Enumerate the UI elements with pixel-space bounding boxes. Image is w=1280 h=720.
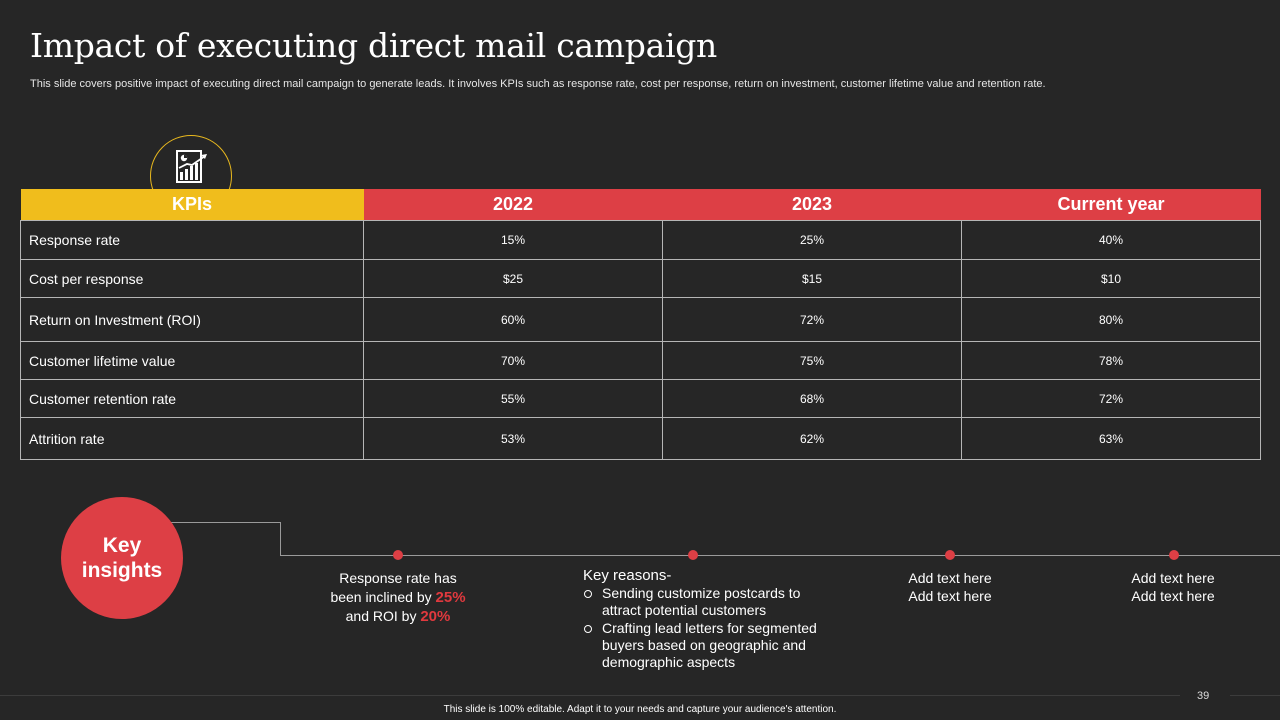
value-current: 80% <box>961 297 1261 342</box>
footer-note: This slide is 100% editable. Adapt it to… <box>443 704 837 715</box>
insights-connector-top <box>150 522 280 523</box>
insight-key-reasons: Key reasons- Sending customize postcards… <box>583 567 843 671</box>
table-row: Attrition rate 53% 62% 63% <box>20 417 1261 460</box>
value-2023: 62% <box>662 417 962 460</box>
header-kpis: KPIs <box>20 189 364 221</box>
timeline-dot <box>945 550 955 560</box>
footer-divider <box>0 695 1180 696</box>
kpi-name: Customer retention rate <box>20 379 364 418</box>
footer-divider <box>1230 695 1280 696</box>
header-2022: 2022 <box>363 189 663 221</box>
insight-line: Add text here <box>1131 588 1215 604</box>
key-insights-label-2: insights <box>81 559 163 582</box>
page-number: 39 <box>1197 690 1210 702</box>
insight-response-rate: Response rate has been inclined by 25% a… <box>308 569 488 626</box>
kpi-name: Attrition rate <box>20 417 364 460</box>
insights-timeline <box>280 555 1280 556</box>
value-current: 78% <box>961 341 1261 380</box>
kpi-table: KPIs 2022 2023 Current year Response rat… <box>20 189 1261 460</box>
reasons-heading: Key reasons- <box>583 567 672 584</box>
kpi-name: Response rate <box>20 220 364 260</box>
kpi-name: Cost per response <box>20 259 364 298</box>
highlight-value: 20% <box>420 608 451 625</box>
value-2023: $15 <box>662 259 962 298</box>
table-row: Response rate 15% 25% 40% <box>20 220 1261 260</box>
list-item: Crafting lead letters for segmented buye… <box>583 620 843 671</box>
table-row: Cost per response $25 $15 $10 <box>20 259 1261 298</box>
kpi-name: Return on Investment (ROI) <box>20 297 364 342</box>
insight-text: been inclined by <box>330 589 432 605</box>
kpi-name: Customer lifetime value <box>20 341 364 380</box>
list-item: Sending customize postcards to attract p… <box>583 585 843 619</box>
header-2023: 2023 <box>662 189 962 221</box>
value-2023: 72% <box>662 297 962 342</box>
insight-text: and ROI by <box>345 608 417 624</box>
value-2022: 15% <box>363 220 663 260</box>
insight-placeholder-3: Add text here Add text here <box>880 569 1020 605</box>
value-2022: 55% <box>363 379 663 418</box>
value-2023: 75% <box>662 341 962 380</box>
insight-line: Add text here <box>1131 570 1215 586</box>
key-insights-label-1: Key <box>102 534 142 557</box>
value-current: $10 <box>961 259 1261 298</box>
value-2022: 60% <box>363 297 663 342</box>
reasons-list: Sending customize postcards to attract p… <box>583 585 843 671</box>
timeline-dot <box>393 550 403 560</box>
value-2023: 68% <box>662 379 962 418</box>
header-current-year: Current year <box>961 189 1261 221</box>
value-current: 63% <box>961 417 1261 460</box>
timeline-dot <box>1169 550 1179 560</box>
insight-line: Response rate has <box>339 570 457 586</box>
insight-line: been inclined by 25% <box>308 588 488 607</box>
value-current: 40% <box>961 220 1261 260</box>
highlight-value: 25% <box>435 589 466 606</box>
insight-placeholder-4: Add text here Add text here <box>1103 569 1243 605</box>
value-2022: 53% <box>363 417 663 460</box>
table-row: Customer lifetime value 70% 75% 78% <box>20 341 1261 380</box>
table-row: Customer retention rate 55% 68% 72% <box>20 379 1261 418</box>
table-header-row: KPIs 2022 2023 Current year <box>20 189 1261 221</box>
slide-title: Impact of executing direct mail campaign <box>30 26 717 65</box>
insight-line: and ROI by 20% <box>308 607 488 626</box>
chart-report-icon <box>176 150 207 183</box>
insight-line: Add text here <box>908 588 992 604</box>
insights-connector-down <box>280 522 281 555</box>
timeline-dot <box>688 550 698 560</box>
value-current: 72% <box>961 379 1261 418</box>
slide-subtitle: This slide covers positive impact of exe… <box>30 78 1046 90</box>
value-2022: $25 <box>363 259 663 298</box>
key-insights-circle: Key insights <box>61 497 183 619</box>
value-2022: 70% <box>363 341 663 380</box>
value-2023: 25% <box>662 220 962 260</box>
insight-line: Add text here <box>908 570 992 586</box>
table-row: Return on Investment (ROI) 60% 72% 80% <box>20 297 1261 342</box>
